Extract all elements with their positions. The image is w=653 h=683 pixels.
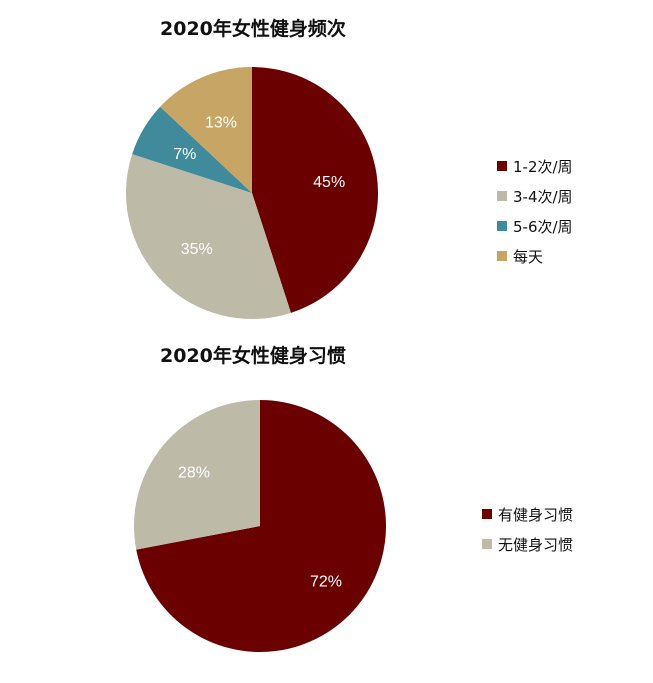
legend-swatch — [497, 221, 507, 231]
chart-title: 2020年女性健身频次 — [160, 18, 346, 40]
legend-label: 5-6次/周 — [513, 217, 573, 236]
pie-slice — [136, 400, 387, 652]
legend: 有健身习惯无健身习惯 — [482, 499, 573, 559]
slice-data-label: 72% — [310, 574, 342, 591]
chart-title: 2020年女性健身习惯 — [160, 345, 346, 367]
slice-data-label: 13% — [205, 114, 237, 131]
legend-swatch — [482, 539, 492, 549]
legend-item: 有健身习惯 — [482, 499, 573, 529]
legend-label: 无健身习惯 — [498, 535, 574, 554]
legend-swatch — [497, 191, 507, 201]
legend-item: 每天 — [497, 241, 573, 271]
legend-item: 无健身习惯 — [482, 529, 573, 559]
legend-swatch — [497, 251, 507, 261]
pie-slice — [160, 67, 252, 193]
legend-swatch — [497, 161, 507, 171]
pie-slice — [252, 67, 379, 313]
pie-slice — [126, 154, 291, 320]
legend: 1-2次/周 3-4次/周 5-6次/周 每天 — [497, 151, 573, 271]
legend-label: 1-2次/周 — [513, 157, 573, 176]
legend-label: 3-4次/周 — [513, 187, 573, 206]
legend-label: 每天 — [513, 247, 544, 266]
slice-data-label: 7% — [173, 146, 196, 163]
pie-chart-habit: 2020年女性健身习惯 72% 28% 有健身习惯无健身习惯 — [0, 335, 653, 683]
pie-habit-svg: 72% 28% — [134, 400, 387, 652]
slice-data-label: 35% — [181, 241, 213, 258]
legend-item: 5-6次/周 — [497, 211, 573, 241]
slice-data-label: 45% — [313, 174, 345, 191]
pie-frequency-svg: 45% 35% 7% 13% — [126, 67, 379, 320]
pie-slice — [132, 106, 252, 193]
legend-swatch — [482, 509, 492, 519]
legend-label: 有健身习惯 — [498, 505, 574, 524]
pie-slice — [134, 400, 260, 550]
legend-item: 3-4次/周 — [497, 181, 573, 211]
pie-chart-frequency: 2020年女性健身频次 45% 35% 7% 13% 1-2次/周 3-4次/周 5-6次… — [0, 0, 653, 335]
legend-item: 1-2次/周 — [497, 151, 573, 181]
slice-data-label: 28% — [178, 464, 210, 481]
